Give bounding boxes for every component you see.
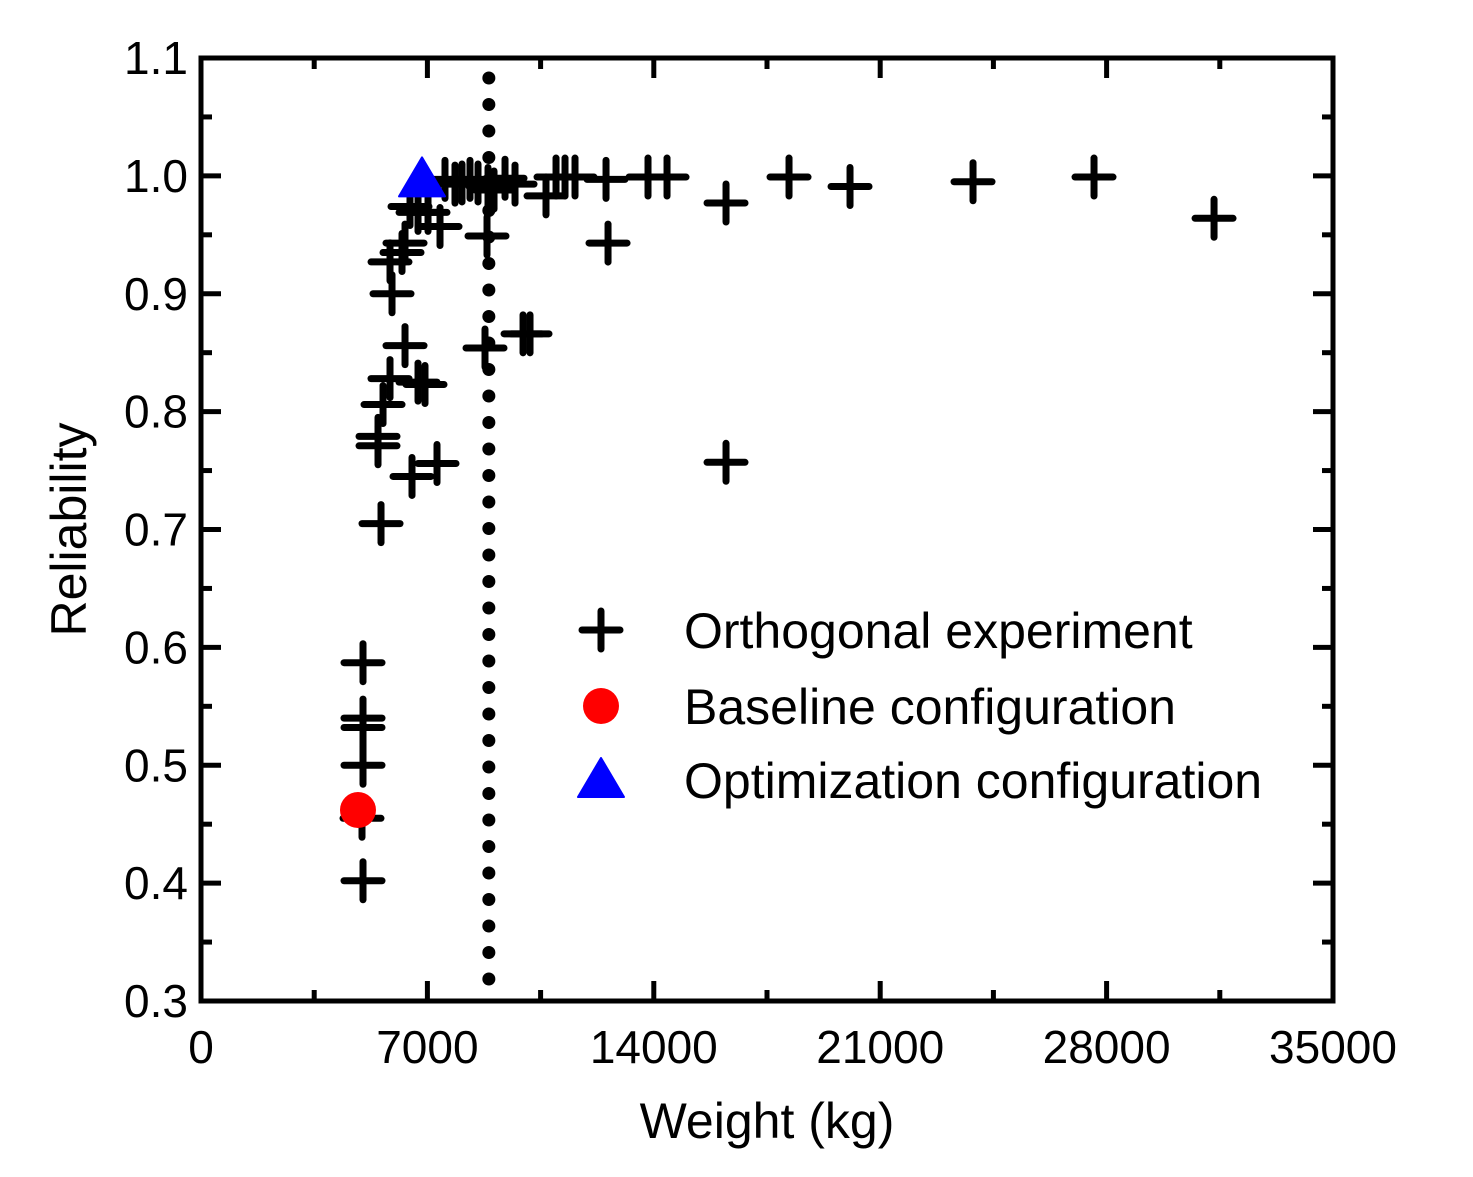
x-tick-label: 28000 — [1043, 1021, 1171, 1073]
optimization-point — [397, 156, 446, 198]
legend-circle-marker — [583, 688, 619, 724]
y-tick-label: 0.7 — [124, 504, 188, 556]
reference-line-dot — [482, 866, 496, 880]
y-tick-label: 0.5 — [124, 739, 188, 791]
orthogonal-point — [644, 154, 690, 200]
orthogonal-point — [414, 440, 460, 486]
reference-line-dot — [482, 469, 496, 482]
reference-line-dot — [482, 442, 496, 456]
legend-triangle-marker — [577, 757, 625, 798]
legend-circle-symbol — [583, 688, 619, 724]
reference-line-dot — [482, 813, 496, 827]
orthogonal-point — [583, 156, 629, 202]
orthogonal-point — [389, 453, 435, 499]
reference-line-dot — [482, 71, 496, 85]
reference-line-dot — [482, 734, 496, 747]
orthogonal-point — [340, 742, 386, 788]
reference-line-dot — [482, 760, 496, 774]
legend-item-orthogonal: Orthogonal experiment — [578, 603, 1193, 659]
legend-plus-symbol — [578, 607, 624, 653]
reference-line-dot — [482, 257, 496, 270]
orthogonal-point — [402, 362, 448, 408]
reference-line-dot — [482, 681, 496, 694]
orthogonal-point — [447, 156, 493, 202]
reference-line-dot — [482, 893, 496, 906]
orthogonal-point — [950, 159, 996, 205]
orthogonal-point — [585, 220, 631, 266]
x-tick-label: 7000 — [376, 1021, 478, 1073]
orthogonal-point — [703, 439, 749, 485]
reference-line-dot — [482, 548, 496, 562]
y-tick-label: 0.3 — [124, 975, 188, 1027]
y-tick-label: 1.0 — [124, 150, 188, 202]
legend-item-baseline: Baseline configuration — [583, 679, 1176, 735]
y-tick-label: 0.6 — [124, 621, 188, 673]
reference-line-dot — [482, 495, 496, 509]
orthogonal-point — [827, 163, 873, 209]
x-axis-title: Weight (kg) — [640, 1093, 895, 1149]
orthogonal-point — [340, 640, 386, 686]
orthogonal-point — [358, 501, 404, 547]
ticks-layer: 0 7000 14000 21000 28000 35000 0.3 0.4 0.5 0.6 0.7… — [124, 32, 1397, 1073]
legend-label-optimization: Optimization configuration — [684, 753, 1262, 809]
reference-line-dot — [482, 707, 496, 721]
orthogonal-point — [360, 382, 406, 428]
reference-line-dot — [482, 389, 496, 403]
legend-triangle-symbol — [577, 757, 625, 798]
reference-line-dot — [482, 654, 496, 668]
reference-line-dot — [482, 628, 496, 641]
reference-line-dot — [482, 840, 496, 853]
orthogonal-point — [703, 180, 749, 226]
orthogonal-point — [355, 413, 401, 459]
orthogonal-point — [464, 213, 510, 259]
orthogonal-point — [340, 695, 386, 741]
orthogonal-point — [417, 204, 463, 250]
legend-label-baseline: Baseline configuration — [684, 679, 1176, 735]
reference-line-dot — [482, 124, 496, 138]
legend-plus-marker — [578, 607, 624, 653]
legend-item-optimization: Optimization configuration — [577, 753, 1262, 809]
points-layer — [339, 154, 1237, 904]
reference-line-dot — [482, 919, 496, 933]
orthogonal-point — [507, 311, 553, 357]
plot-frame — [198, 55, 1336, 1004]
orthogonal-point — [492, 161, 538, 207]
reference-line-dot — [482, 98, 496, 111]
reference-line-dot — [482, 575, 496, 588]
reference-line-dot — [482, 416, 496, 429]
reference-line-dot — [482, 787, 496, 800]
orthogonal-point — [766, 154, 812, 200]
y-tick-label: 1.1 — [124, 32, 188, 84]
y-tick-label: 0.4 — [124, 857, 188, 909]
orthogonal-point — [462, 325, 508, 371]
x-tick-label: 21000 — [816, 1021, 944, 1073]
reference-line-dot — [482, 310, 496, 323]
x-tick-label: 14000 — [590, 1021, 718, 1073]
y-axis-title: Reliability — [41, 423, 97, 637]
orthogonal-point — [367, 356, 413, 402]
x-tick-label: 0 — [188, 1021, 214, 1073]
orthogonal-point — [382, 323, 428, 369]
legend-label-orthogonal: Orthogonal experiment — [684, 603, 1193, 659]
x-tick-label: 35000 — [1269, 1021, 1397, 1073]
reference-line-dot — [482, 946, 496, 959]
orthogonal-point — [1071, 154, 1117, 200]
reference-line-dot — [482, 972, 496, 986]
reference-line-dot — [482, 283, 496, 297]
reference-line-dot — [482, 151, 496, 164]
reference-line-dot — [482, 522, 496, 535]
orthogonal-point — [382, 220, 428, 266]
y-tick-label: 0.8 — [124, 386, 188, 438]
orthogonal-point — [340, 858, 386, 904]
baseline-point — [339, 792, 376, 829]
legend: Orthogonal experiment Baseline configura… — [577, 603, 1262, 809]
y-tick-label: 0.9 — [124, 268, 188, 320]
reference-line-dot — [482, 601, 496, 615]
orthogonal-point — [1191, 195, 1237, 241]
